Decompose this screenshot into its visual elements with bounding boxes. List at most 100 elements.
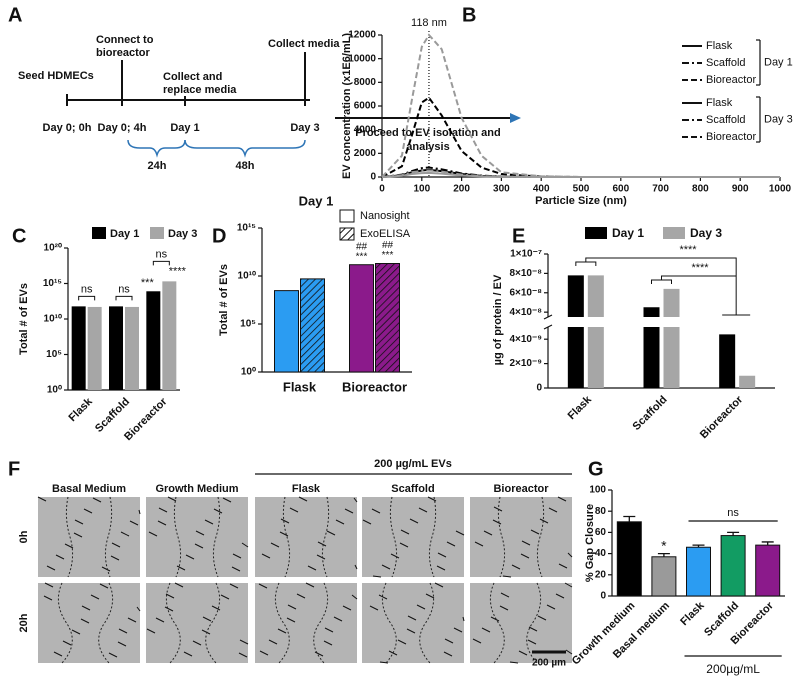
y-tick-label: 4×10⁻⁸: [509, 307, 542, 318]
axis-break: [543, 314, 553, 320]
x-tick-label: 100: [413, 184, 430, 195]
x-tick-label: 300: [493, 184, 510, 195]
y-axis-label: Total # of EVs: [18, 283, 30, 355]
cell-texture: [548, 507, 558, 513]
event-time: Day 0; 4h: [98, 122, 147, 134]
cell-texture: [155, 617, 165, 623]
x-tick-label: Flask: [66, 395, 95, 424]
cell-texture: [381, 564, 391, 570]
cell-texture: [455, 530, 465, 536]
cell-texture: [229, 583, 239, 589]
legend-label: Flask: [706, 40, 733, 52]
y-tick-label: 10⁰: [47, 385, 62, 396]
cell-texture: [362, 519, 372, 525]
cell-texture: [372, 575, 382, 578]
cell-texture: [259, 650, 269, 656]
row-label: 0h: [18, 530, 30, 543]
bar: [651, 556, 677, 597]
x-tick-label: Flask: [566, 393, 595, 422]
y-tick-label: 10⁵: [240, 319, 256, 330]
cell-texture: [453, 627, 463, 633]
legend-swatch: [339, 227, 355, 241]
x-tick-label: 0: [379, 184, 385, 195]
row-label: 20h: [18, 613, 30, 632]
column-label: Bioreactor: [493, 483, 549, 495]
micrograph: [362, 583, 464, 663]
bar: [87, 306, 102, 390]
cell-texture: [232, 553, 242, 559]
cell-texture: [118, 628, 128, 634]
cell-texture: [270, 542, 280, 548]
cell-texture: [518, 650, 528, 656]
cell-texture: [211, 605, 221, 611]
error-bar: [623, 515, 636, 522]
y-tick-label: 60: [595, 527, 607, 538]
group-label: 200µg/mL: [706, 662, 760, 676]
cell-texture: [499, 605, 509, 611]
cell-texture: [427, 496, 437, 502]
sig-label: ****: [679, 244, 697, 256]
sig-label: ns: [156, 248, 168, 260]
legend-label: Nanosight: [360, 210, 410, 222]
cell-texture: [520, 553, 530, 559]
cell-texture: [136, 606, 141, 612]
interval-label: 48h: [236, 160, 255, 172]
bar: [739, 375, 756, 388]
legend-label: Flask: [706, 97, 733, 109]
cell-texture: [397, 639, 407, 645]
cell-texture: [409, 518, 419, 524]
cell-texture: [192, 640, 202, 646]
cell-texture: [261, 553, 271, 559]
y-tick-label: 2×10⁻⁹: [509, 358, 542, 369]
next-step: analysis: [406, 141, 449, 153]
column-label: Scaffold: [391, 483, 434, 495]
cell-texture: [213, 508, 223, 514]
cell-texture: [74, 519, 84, 525]
interval-label: 24h: [148, 160, 167, 172]
x-tick-label: 700: [652, 184, 669, 195]
chart-title: Day 1: [299, 193, 334, 208]
sig-bracket: [78, 295, 96, 301]
x-tick-label: Flask: [678, 599, 707, 628]
cell-texture: [158, 507, 168, 513]
wound-edge: [104, 496, 113, 578]
y-tick-label: 6×10⁻⁸: [509, 287, 542, 298]
cell-texture: [326, 530, 336, 536]
cell-texture: [528, 626, 538, 632]
micrograph: [470, 497, 572, 577]
cell-texture: [546, 604, 556, 610]
event-label: Connect to: [96, 34, 154, 46]
x-tick-label: Scaffold: [630, 394, 669, 433]
wound-edge: [489, 582, 505, 664]
cell-texture: [148, 531, 158, 537]
cell-texture: [437, 552, 447, 558]
panel-letter: E: [512, 225, 525, 247]
cell-texture: [530, 529, 540, 535]
cell-texture: [238, 652, 248, 658]
cell-texture: [539, 518, 549, 524]
micrograph: [255, 583, 357, 663]
event-label: Collect and: [163, 71, 222, 83]
cell-texture: [537, 615, 547, 621]
y-axis-label: EV concentration (x1E6/mL): [341, 33, 353, 179]
cell-texture: [127, 617, 137, 623]
cell-texture: [55, 554, 65, 560]
cell-texture: [202, 616, 212, 622]
cell-texture: [231, 566, 241, 572]
cell-texture: [509, 661, 519, 664]
bar: [720, 535, 746, 597]
cell-texture: [286, 617, 296, 623]
cell-texture: [316, 554, 326, 560]
y-tick-label: 100: [589, 485, 606, 496]
bar: [274, 290, 299, 373]
x-axis-label: Particle Size (nm): [535, 195, 627, 207]
cell-texture: [110, 555, 120, 561]
cell-texture: [557, 496, 567, 502]
x-tick-label: Scaffold: [93, 396, 132, 435]
legend-swatch: [92, 227, 106, 239]
sig-label: ***: [141, 277, 155, 289]
cell-texture: [434, 582, 444, 588]
panel-letter: F: [8, 458, 20, 480]
scale-bar-label: 200 µm: [532, 658, 566, 669]
y-tick-label: 10²⁰: [44, 243, 62, 254]
